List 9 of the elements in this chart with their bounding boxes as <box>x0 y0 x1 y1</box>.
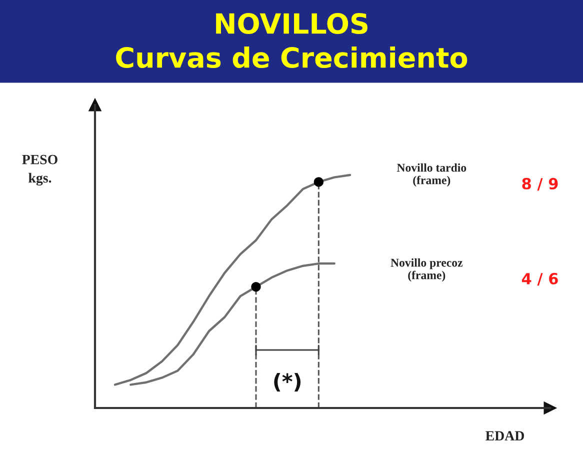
text: 4 / 6 <box>522 272 558 286</box>
chart-subtitle: Curvas de Crecimiento <box>116 46 468 68</box>
text: Novillo tardio (frame) <box>396 163 466 187</box>
text: 8 / 9 <box>522 178 558 191</box>
text: EDAD <box>486 431 524 440</box>
text: Novillo precoz (frame) <box>390 258 463 282</box>
y-axis-title: PESO kgs. <box>22 154 58 186</box>
annotation: (*) <box>274 372 301 392</box>
chart-title: NOVILLOS <box>216 13 368 34</box>
